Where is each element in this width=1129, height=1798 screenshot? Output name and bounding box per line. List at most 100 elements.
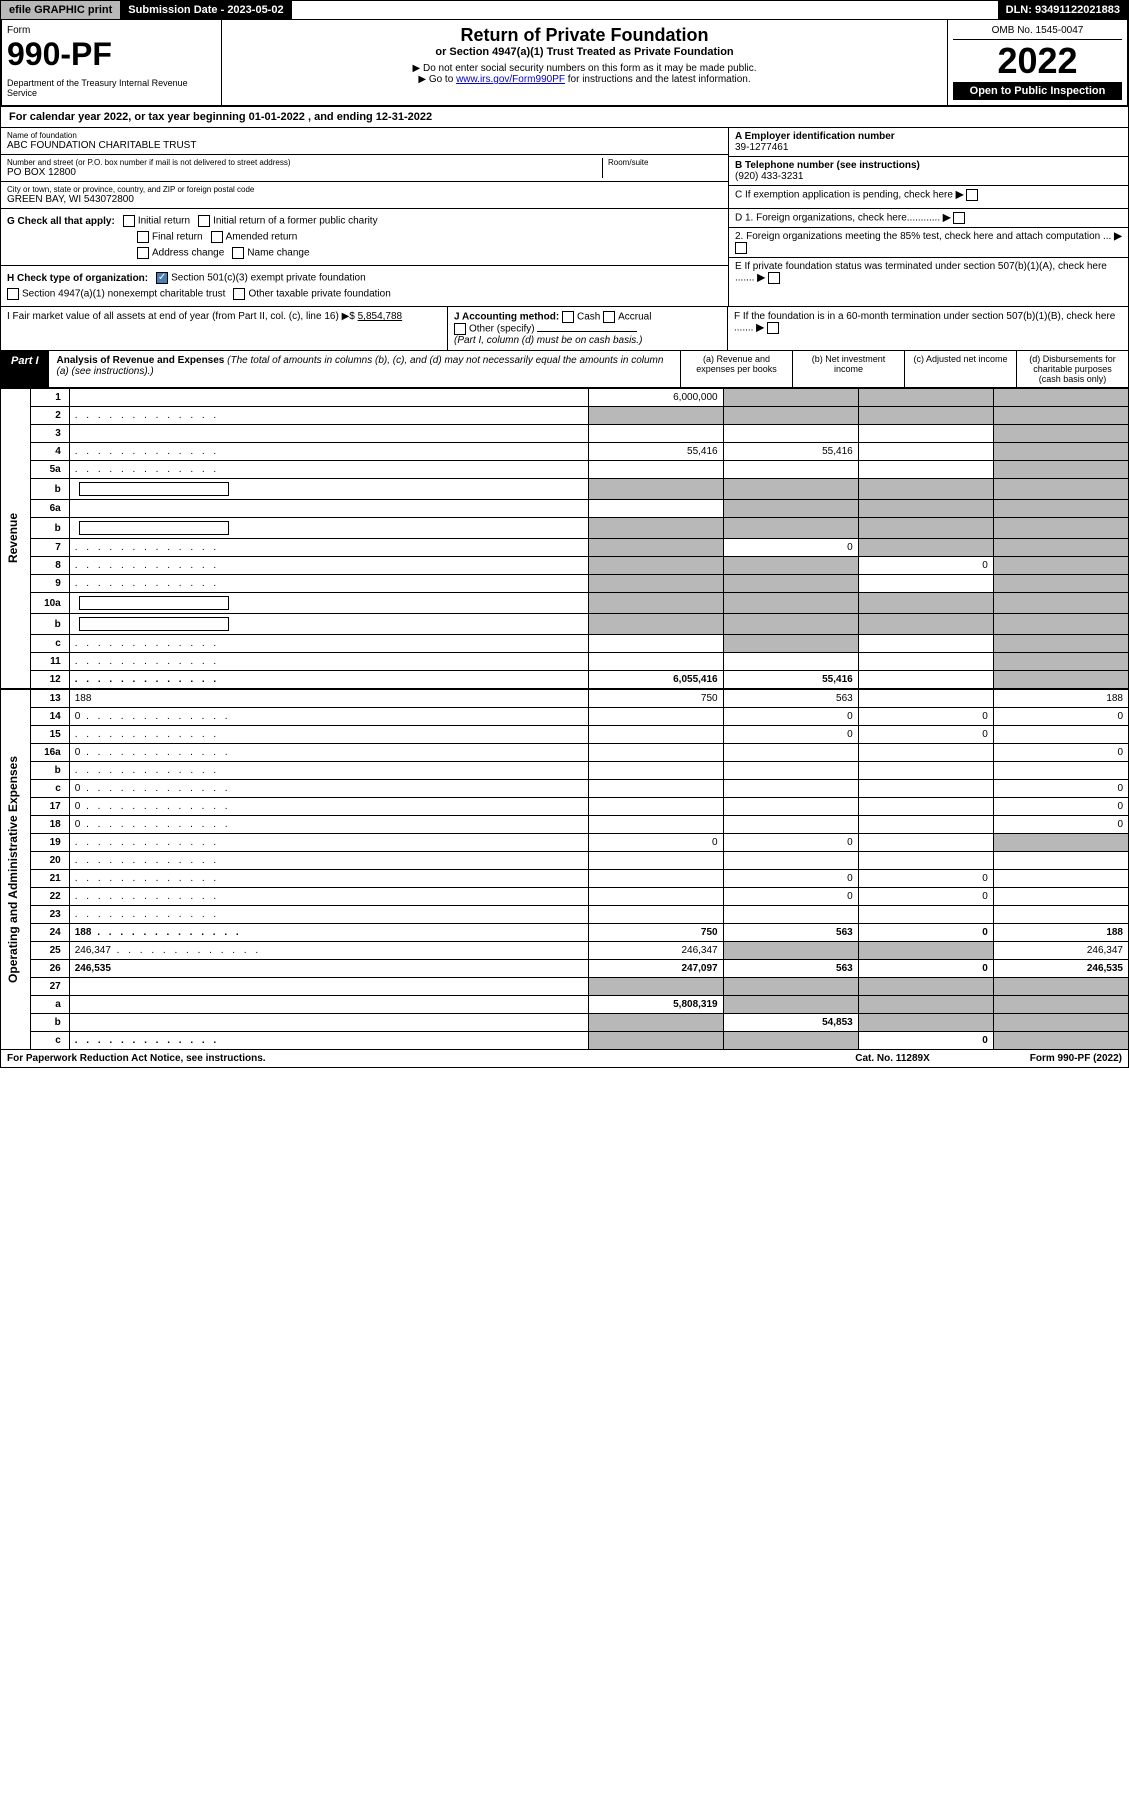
value-cell (723, 1032, 858, 1050)
value-cell: 563 (723, 960, 858, 978)
value-cell (588, 539, 723, 557)
omb-number: OMB No. 1545-0047 (953, 25, 1122, 40)
e-checkbox[interactable] (768, 272, 780, 284)
line-description (69, 443, 588, 461)
value-cell (858, 906, 993, 924)
value-cell (858, 461, 993, 479)
open-public-badge: Open to Public Inspection (953, 82, 1122, 100)
value-cell (993, 461, 1128, 479)
section-d1: D 1. Foreign organizations, check here..… (735, 213, 940, 224)
g-label: G Check all that apply: (7, 216, 115, 227)
line-number: 9 (31, 575, 70, 593)
value-cell: 0 (858, 557, 993, 575)
section-h: H Check type of organization: Section 50… (0, 266, 729, 307)
irs-link[interactable]: www.irs.gov/Form990PF (456, 74, 565, 85)
value-cell (858, 780, 993, 798)
line-description (69, 653, 588, 671)
value-cell: 563 (723, 690, 858, 708)
value-cell (588, 906, 723, 924)
value-cell (723, 593, 858, 614)
value-cell (858, 593, 993, 614)
value-cell (723, 780, 858, 798)
name-change-checkbox[interactable] (232, 247, 244, 259)
instructions: ▶ Do not enter social security numbers o… (227, 63, 942, 85)
line-number: c (31, 1032, 70, 1050)
501c3-checkbox[interactable] (156, 272, 168, 284)
value-cell (993, 996, 1128, 1014)
value-cell (993, 852, 1128, 870)
value-cell (588, 978, 723, 996)
value-cell: 6,000,000 (588, 389, 723, 407)
value-cell (993, 407, 1128, 425)
line-number: 24 (31, 924, 70, 942)
d2-checkbox[interactable] (735, 242, 747, 254)
value-cell (858, 942, 993, 960)
accrual-checkbox[interactable] (603, 311, 615, 323)
line-number: 21 (31, 870, 70, 888)
line-description (69, 762, 588, 780)
city-label: City or town, state or province, country… (7, 185, 722, 194)
4947-checkbox[interactable] (7, 288, 19, 300)
value-cell (858, 479, 993, 500)
line-description: 0 (69, 744, 588, 762)
value-cell (858, 389, 993, 407)
value-cell (723, 852, 858, 870)
line-description (69, 726, 588, 744)
line-description (69, 978, 588, 996)
other-method-checkbox[interactable] (454, 323, 466, 335)
value-cell (858, 500, 993, 518)
line-description: 246,347 (69, 942, 588, 960)
value-cell (723, 996, 858, 1014)
d1-checkbox[interactable] (953, 212, 965, 224)
final-return-checkbox[interactable] (137, 231, 149, 243)
value-cell (723, 389, 858, 407)
col-c-header: (c) Adjusted net income (904, 351, 1016, 387)
value-cell (588, 726, 723, 744)
revenue-table: Revenue16,000,00023455,41655,4165ab6ab70… (0, 388, 1129, 689)
line-number: 25 (31, 942, 70, 960)
line-description (69, 557, 588, 575)
value-cell: 247,097 (588, 960, 723, 978)
initial-return-checkbox[interactable] (123, 215, 135, 227)
line-number: b (31, 762, 70, 780)
line-number: 11 (31, 653, 70, 671)
form-label: Form (7, 25, 216, 36)
line-description (69, 575, 588, 593)
other-taxable-checkbox[interactable] (233, 288, 245, 300)
value-cell: 5,808,319 (588, 996, 723, 1014)
c-checkbox[interactable] (966, 189, 978, 201)
amended-return-checkbox[interactable] (211, 231, 223, 243)
j-note: (Part I, column (d) must be on cash basi… (454, 335, 721, 346)
value-cell: 0 (993, 708, 1128, 726)
value-cell: 750 (588, 924, 723, 942)
value-cell (993, 726, 1128, 744)
section-c: C If exemption application is pending, c… (735, 190, 953, 201)
value-cell (993, 518, 1128, 539)
line-description (69, 407, 588, 425)
section-g: G Check all that apply: Initial return I… (0, 209, 729, 266)
value-cell (858, 1014, 993, 1032)
submission-date: Submission Date - 2023-05-02 (120, 1, 291, 19)
col-b-header: (b) Net investment income (792, 351, 904, 387)
value-cell (993, 888, 1128, 906)
instr-line-2: ▶ Go to www.irs.gov/Form990PF for instru… (227, 74, 942, 85)
address: PO BOX 12800 (7, 167, 602, 178)
expenses-table: Operating and Administrative Expenses131… (0, 689, 1129, 1050)
value-cell (993, 443, 1128, 461)
line-description (69, 635, 588, 653)
f-checkbox[interactable] (767, 322, 779, 334)
address-change-checkbox[interactable] (137, 247, 149, 259)
value-cell (858, 852, 993, 870)
cash-checkbox[interactable] (562, 311, 574, 323)
value-cell (723, 425, 858, 443)
value-cell (723, 798, 858, 816)
i-label: I Fair market value of all assets at end… (7, 311, 355, 322)
value-cell: 0 (993, 780, 1128, 798)
line-description: 188 (69, 690, 588, 708)
initial-former-checkbox[interactable] (198, 215, 210, 227)
line-number: 10a (31, 593, 70, 614)
line-number: 19 (31, 834, 70, 852)
value-cell (723, 816, 858, 834)
room-label: Room/suite (608, 158, 722, 167)
line-description: 0 (69, 798, 588, 816)
